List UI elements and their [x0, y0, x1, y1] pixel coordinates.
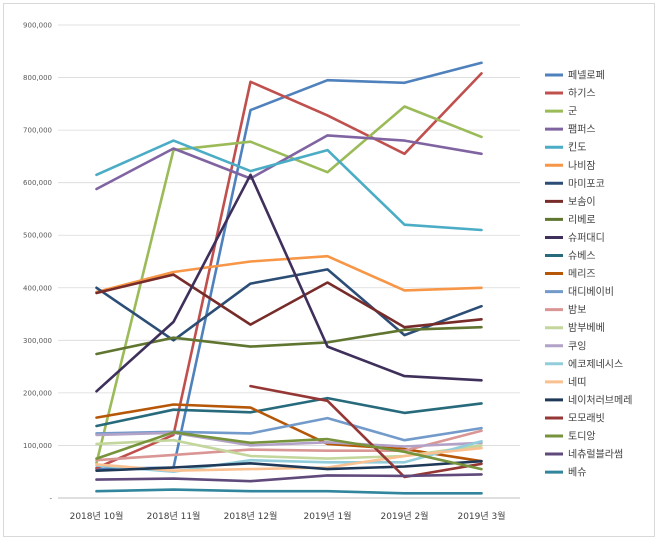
legend-label: 보솜이: [568, 196, 596, 208]
y-tick-label: 500,000: [23, 232, 52, 240]
y-tick-label: -: [49, 495, 52, 503]
series-line-18: [95, 459, 483, 473]
legend-label: 하기스: [568, 87, 596, 100]
legend-label: 슈베스: [568, 250, 596, 262]
legend-label: 쿠잉: [568, 340, 586, 352]
series-line-15: [95, 431, 483, 448]
legend-item: 모모래빗: [545, 412, 605, 424]
y-tick-label: 200,000: [23, 389, 52, 397]
series-line-10: [95, 396, 483, 428]
legend-label: 에코제네시스: [568, 358, 623, 370]
legend-item: 리베로: [545, 214, 596, 226]
series-line-3: [95, 134, 483, 191]
legend: 페넬로페하기스군팸퍼스킨도나비잠마미포코보솜이리베로슈퍼대디슈베스메리즈대디베이…: [545, 70, 632, 479]
y-tick-label: 700,000: [23, 127, 52, 135]
legend-item: 킨도: [545, 142, 586, 154]
y-tick-label: 800,000: [23, 74, 52, 82]
legend-label: 군: [568, 106, 577, 118]
legend-item: 메리즈: [545, 268, 596, 280]
x-tick-label: 2018년 11월: [147, 510, 201, 522]
series-lines: [95, 61, 483, 495]
legend-item: 대디베이비: [545, 286, 614, 298]
legend-label: 네띠: [568, 376, 586, 388]
x-tick-label: 2019년 3월: [457, 510, 505, 522]
legend-label: 네츄럴블라썸: [568, 448, 623, 461]
legend-label: 대디베이비: [568, 286, 614, 298]
legend-item: 토디앙: [545, 431, 596, 443]
y-tick-label: 600,000: [23, 179, 52, 187]
x-tick-label: 2019년 1월: [303, 510, 351, 522]
legend-label: 리베로: [568, 214, 596, 226]
legend-label: 밤보: [568, 304, 586, 316]
legend-item: 슈퍼대디: [545, 232, 605, 244]
y-tick-label: 900,000: [23, 22, 52, 30]
series-line-22: [95, 488, 483, 495]
y-tick-label: 100,000: [23, 442, 52, 450]
legend-item: 쿠잉: [545, 340, 586, 352]
legend-item: 나비잠: [545, 160, 596, 172]
x-tick-label: 2018년 12월: [224, 510, 278, 522]
series-line-9: [95, 173, 483, 393]
legend-item: 네이처러브메레: [545, 394, 632, 406]
series-line-20: [95, 430, 483, 471]
legend-item: 네츄럴블라썸: [545, 448, 623, 461]
legend-item: 하기스: [545, 87, 596, 100]
legend-item: 보솜이: [545, 196, 596, 208]
legend-item: 에코제네시스: [545, 358, 623, 370]
x-axis-ticks: 2018년 10월 2018년 11월 2018년 12월 2019년 1월 2019년…: [70, 510, 506, 522]
y-axis-ticks: - 100,000 200,000 300,000 400,000 500,000 600,…: [23, 22, 52, 503]
x-tick-label: 2019년 2월: [380, 510, 428, 522]
legend-label: 모모래빗: [568, 412, 605, 424]
legend-label: 나비잠: [568, 160, 596, 172]
legend-label: 킨도: [568, 142, 586, 154]
legend-item: 군: [545, 106, 577, 118]
legend-item: 네띠: [545, 376, 586, 388]
legend-item: 밤보: [545, 304, 586, 316]
legend-item: 페넬로페: [545, 70, 605, 82]
series-line-12: [95, 416, 483, 442]
series-line-4: [95, 139, 483, 232]
series-line-7: [95, 273, 483, 329]
legend-label: 페넬로페: [568, 70, 605, 82]
legend-label: 베슈: [568, 467, 586, 479]
legend-item: 팸퍼스: [545, 124, 596, 136]
legend-label: 밤부베베: [568, 322, 605, 334]
series-line-13: [95, 429, 483, 462]
y-tick-label: 300,000: [23, 337, 52, 345]
legend-item: 마미포코: [545, 178, 605, 190]
legend-label: 네이처러브메레: [568, 394, 632, 406]
legend-label: 토디앙: [568, 431, 596, 443]
legend-item: 슈베스: [545, 250, 596, 262]
legend-label: 메리즈: [568, 268, 596, 280]
legend-label: 슈퍼대디: [568, 232, 605, 244]
series-line-21: [95, 473, 483, 483]
series-line-8: [95, 325, 483, 356]
gridlines: [58, 24, 520, 446]
legend-label: 팸퍼스: [568, 124, 596, 136]
series-line-19: [249, 384, 483, 479]
legend-item: 밤부베베: [545, 322, 605, 334]
legend-item: 베슈: [545, 467, 586, 479]
x-tick-label: 2018년 10월: [70, 510, 124, 522]
y-tick-label: 400,000: [23, 284, 52, 292]
legend-label: 마미포코: [568, 178, 605, 190]
